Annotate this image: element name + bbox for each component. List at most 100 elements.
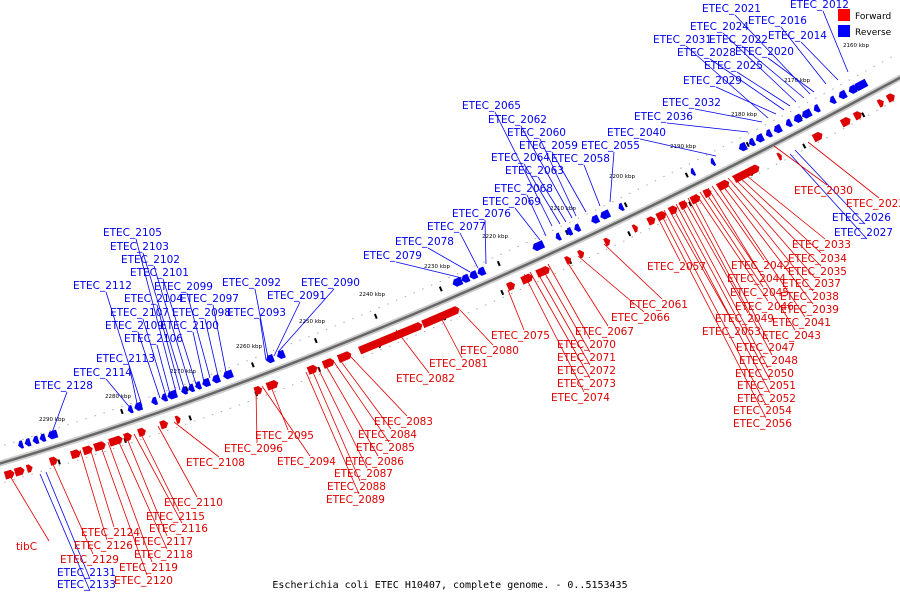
reverse-gene-glyph bbox=[452, 276, 464, 287]
leader-line bbox=[514, 207, 541, 241]
forward-gene-label: ETEC_2066 bbox=[611, 312, 670, 324]
leader-line bbox=[541, 267, 591, 353]
reverse-gene-label: ETEC_2040 bbox=[607, 127, 666, 139]
reverse-gene-glyph bbox=[223, 369, 234, 380]
forward-gene-glyph bbox=[69, 449, 81, 460]
reverse-gene-label: ETEC_2112 bbox=[73, 280, 132, 292]
reverse-gene-glyph bbox=[18, 440, 25, 449]
leader-line bbox=[459, 309, 494, 346]
leader-line bbox=[565, 259, 609, 327]
leader-line bbox=[685, 45, 769, 119]
reverse-gene-label: ETEC_2031 bbox=[653, 34, 712, 46]
tick-mark bbox=[438, 286, 443, 292]
forward-gene-glyph bbox=[885, 93, 895, 103]
reverse-gene-label: ETEC_2102 bbox=[121, 254, 180, 266]
forward-gene-label: ETEC_2119 bbox=[119, 562, 178, 574]
leader-line bbox=[609, 151, 615, 203]
reverse-gene-label: ETEC_2105 bbox=[103, 227, 162, 239]
forward-gene-label: ETEC_2045 bbox=[730, 287, 789, 299]
reverse-gene-label: ETEC_2059 bbox=[519, 140, 578, 152]
reverse-gene-label: ETEC_2065 bbox=[462, 100, 521, 112]
reverse-gene-label: ETEC_2025 bbox=[704, 60, 763, 72]
reverse-gene-glyph bbox=[801, 108, 813, 119]
leader-line bbox=[157, 425, 198, 498]
leader-line bbox=[666, 122, 749, 133]
forward-gene-label: ETEC_2087 bbox=[334, 468, 393, 480]
tick-label: 2220 kbp bbox=[482, 234, 508, 240]
leader-line bbox=[731, 175, 822, 267]
leader-line bbox=[719, 181, 814, 305]
leader-line bbox=[156, 344, 171, 395]
forward-gene-glyph bbox=[631, 224, 638, 233]
reverse-gene-glyph bbox=[24, 438, 32, 447]
leader-line bbox=[667, 207, 736, 327]
forward-gene-glyph bbox=[174, 415, 181, 424]
leader-line bbox=[305, 371, 360, 495]
legend-reverse-swatch bbox=[838, 25, 850, 37]
forward-gene-label: ETEC_2043 bbox=[762, 330, 821, 342]
reverse-gene-label: ETEC_2069 bbox=[482, 196, 541, 208]
forward-gene-label: ETEC_2115 bbox=[146, 511, 205, 523]
reverse-gene-label: ETEC_2101 bbox=[130, 267, 189, 279]
legend-reverse-label: Reverse bbox=[855, 28, 892, 38]
leader-line bbox=[269, 383, 289, 431]
map-caption: Escherichia coli ETEC H10407, complete g… bbox=[272, 580, 627, 591]
leader-line bbox=[822, 10, 849, 73]
reverse-gene-label: ETEC_2014 bbox=[768, 30, 827, 42]
forward-gene-label: ETEC_2051 bbox=[737, 380, 796, 392]
tick-mark bbox=[496, 260, 501, 267]
reverse-gene-label: ETEC_2100 bbox=[160, 320, 219, 332]
tick-label: 2290 kbp bbox=[39, 417, 65, 423]
forward-gene-label: ETEC_2108 bbox=[186, 457, 245, 469]
forward-gene-label: tibC bbox=[16, 541, 37, 553]
reverse-gene-label: ETEC_2093 bbox=[227, 307, 286, 319]
leader-line bbox=[699, 191, 764, 288]
reverse-gene-label: ETEC_2076 bbox=[452, 208, 511, 220]
forward-gene-label: ETEC_2061 bbox=[629, 299, 688, 311]
leader-line bbox=[695, 193, 769, 302]
leader-line bbox=[125, 435, 168, 537]
forward-gene-label: ETEC_2072 bbox=[557, 365, 616, 377]
reverse-gene-glyph bbox=[838, 89, 848, 100]
leader-line bbox=[427, 247, 471, 273]
forward-gene-glyph bbox=[3, 469, 15, 480]
forward-gene-label: ETEC_2126 bbox=[74, 540, 133, 552]
forward-gene-glyph bbox=[702, 188, 712, 199]
tick-label: 2270 kbp bbox=[170, 369, 196, 375]
forward-gene-label: ETEC_2080 bbox=[460, 345, 519, 357]
leader-line bbox=[349, 355, 408, 417]
leader-line bbox=[153, 265, 191, 387]
reverse-gene-label: ETEC_2068 bbox=[494, 183, 553, 195]
leader-line bbox=[663, 209, 767, 406]
forward-gene-label: ETEC_2052 bbox=[737, 393, 796, 405]
reverse-gene-glyph bbox=[127, 404, 134, 414]
tick-mark bbox=[802, 143, 807, 149]
forward-gene-label: ETEC_2082 bbox=[396, 373, 455, 385]
reverse-gene-label: ETEC_2109 bbox=[105, 320, 164, 332]
reverse-gene-label: ETEC_2026 bbox=[832, 212, 891, 224]
leader-line bbox=[333, 361, 390, 443]
reverse-gene-label: ETEC_2092 bbox=[222, 277, 281, 289]
reverse-gene-label: ETEC_2133 bbox=[57, 579, 116, 591]
forward-gene-glyph bbox=[811, 131, 823, 143]
forward-gene-glyph bbox=[321, 358, 335, 369]
tick-mark bbox=[57, 459, 61, 465]
forward-gene-label: ETEC_2083 bbox=[374, 416, 433, 428]
leader-line bbox=[484, 219, 487, 265]
reverse-gene-label: ETEC_2090 bbox=[301, 277, 360, 289]
leader-line bbox=[659, 211, 767, 419]
reverse-gene-label: ETEC_2060 bbox=[507, 127, 566, 139]
legend-forward-swatch bbox=[838, 9, 850, 21]
reverse-gene-glyph bbox=[265, 353, 275, 364]
tick-label: 2250 kbp bbox=[299, 319, 325, 325]
forward-gene-glyph bbox=[776, 152, 782, 161]
leader-line bbox=[494, 111, 553, 227]
reverse-gene-glyph bbox=[532, 240, 546, 252]
leader-line bbox=[395, 329, 430, 374]
leader-line bbox=[137, 331, 161, 399]
forward-gene-label: ETEC_2049 bbox=[715, 313, 774, 325]
reverse-gene-glyph bbox=[161, 393, 169, 402]
leader-line bbox=[736, 71, 791, 107]
leader-line bbox=[551, 151, 587, 213]
reverse-gene-glyph bbox=[618, 202, 625, 212]
